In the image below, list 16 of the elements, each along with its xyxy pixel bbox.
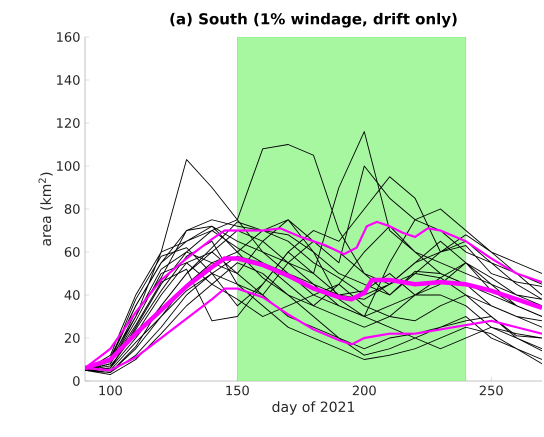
y-tick-label: 140 xyxy=(57,75,80,85)
y-tick-label: 60 xyxy=(64,247,80,257)
y-tick-label: 120 xyxy=(57,118,80,128)
y-tick-label: 160 xyxy=(57,32,80,42)
x-tick-label: 250 xyxy=(480,386,503,396)
x-tick-label: 100 xyxy=(99,386,122,396)
x-axis-title: day of 2021 xyxy=(272,401,354,415)
y-tick-label: 40 xyxy=(64,290,80,300)
y-tick-label: 80 xyxy=(64,204,80,214)
x-tick-label: 150 xyxy=(226,386,249,396)
y-axis-title: area (km$^{2}$) xyxy=(38,172,53,246)
y-tick-label: 100 xyxy=(57,161,80,171)
y-tick-label: 20 xyxy=(64,333,80,343)
y-tick-label: 0 xyxy=(73,376,80,386)
chart-title: (a) South (1% windage, drift only) xyxy=(170,12,457,28)
x-tick-label: 200 xyxy=(352,386,376,396)
